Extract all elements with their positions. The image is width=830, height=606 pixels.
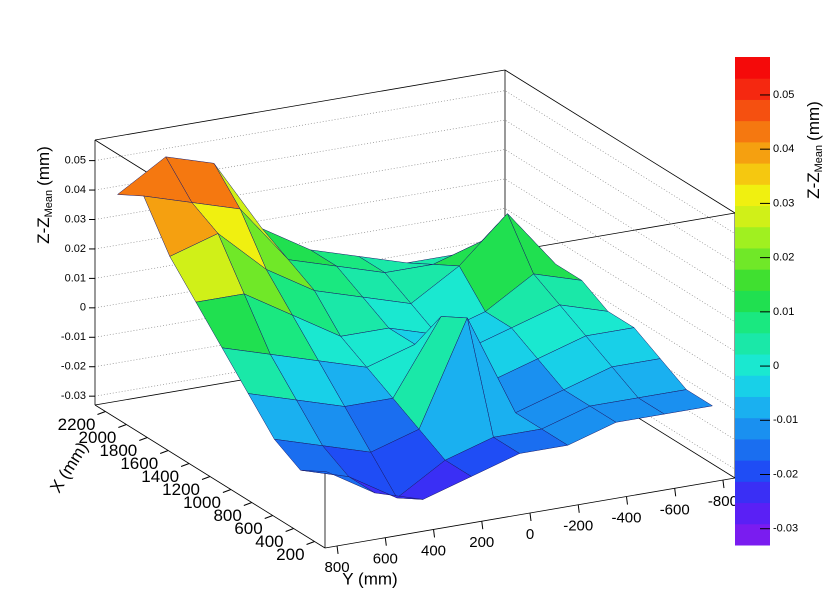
x-tick [222, 489, 232, 493]
surface-cell [300, 469, 375, 494]
y-axis-title: Y (mm) [342, 569, 397, 588]
axes: -0.03-0.02-0.0100.010.020.030.040.052004… [58, 155, 738, 576]
y-tick-label: -600 [660, 501, 690, 518]
colorbar-band [735, 269, 770, 291]
colorbar-tick-label: 0.01 [773, 306, 794, 318]
x-tick-label: 1800 [99, 441, 137, 460]
z-tick-label: 0.03 [65, 213, 86, 225]
colorbar-title: Z-ZMean(mm) [804, 101, 824, 199]
x-tick [180, 463, 190, 467]
colorbar-band [735, 290, 770, 313]
colorbar-band [735, 141, 770, 164]
grid-line [94, 90, 736, 234]
x-tick-label: 1200 [162, 480, 200, 499]
colorbar-band [735, 332, 770, 355]
colorbar-tick-label: -0.01 [773, 414, 798, 426]
x-tick [264, 515, 273, 519]
z-tick-label: -0.03 [61, 390, 86, 402]
x-tick-label: 2000 [79, 428, 117, 447]
colorbar-band [735, 57, 770, 79]
x-tick [97, 411, 106, 415]
z-tick-label: 0.04 [65, 184, 86, 196]
grid-line [94, 119, 736, 264]
x-tick-label: 1600 [120, 454, 158, 473]
colorbar-tick-label: 0.03 [773, 197, 794, 209]
colorbar-band [735, 396, 770, 419]
x-tick [243, 502, 252, 506]
y-tick [529, 512, 532, 522]
y-tick-label: -800 [708, 493, 738, 510]
z-tick-label: 0.05 [65, 155, 86, 167]
z-tick-label: 0.02 [65, 243, 86, 255]
colorbar-band [735, 78, 770, 100]
x-tick [118, 424, 127, 428]
colorbar-band [735, 99, 770, 122]
x-tick-label: 200 [276, 545, 304, 564]
y-tick [336, 545, 339, 555]
y-tick-label: 200 [469, 534, 494, 551]
surface [116, 156, 714, 500]
z-tick-label: 0.01 [65, 272, 86, 284]
y-tick [481, 521, 484, 530]
y-tick [577, 504, 580, 513]
colorbar-band [735, 163, 770, 185]
x-tick-label: 800 [213, 506, 241, 525]
colorbar-band [735, 311, 770, 334]
y-tick [674, 488, 677, 497]
colorbar-tick-label: -0.03 [773, 523, 798, 535]
colorbar-band [735, 354, 770, 376]
y-tick-label: 0 [526, 526, 534, 543]
colorbar-band [735, 205, 770, 228]
x-tick [160, 450, 169, 454]
colorbar-band [735, 502, 770, 525]
y-tick [625, 496, 628, 505]
x-tick-label: 600 [234, 519, 262, 538]
colorbar-tick-label: 0.04 [773, 143, 794, 155]
y-tick-label: 600 [373, 551, 398, 568]
x-tick [306, 541, 315, 545]
x-tick [201, 476, 211, 480]
colorbar-tick-label: 0.02 [773, 252, 794, 264]
colorbar-band [735, 247, 770, 270]
colorbar-tick-label: 0 [773, 360, 779, 372]
x-tick-label: 2200 [58, 415, 96, 434]
colorbar-band [735, 120, 770, 143]
x-axis-title: X (mm) [46, 439, 92, 496]
colorbar-band [735, 226, 770, 249]
x-tick [139, 437, 148, 441]
x-tick [285, 528, 294, 532]
y-tick-label: -200 [563, 518, 593, 535]
colorbar-band [735, 184, 770, 207]
y-tick-label: -400 [611, 509, 641, 526]
colorbar: -0.03 -0.02 -0.01 0 0.01 0.02 0.03 0.04 0.05 [735, 57, 798, 546]
colorbar-band [735, 375, 770, 397]
y-tick [433, 529, 436, 538]
y-tick-label: 800 [325, 559, 350, 576]
colorbar-band [735, 417, 770, 440]
colorbar-band [735, 438, 770, 461]
z-tick-label: 0 [80, 302, 86, 314]
y-tick [384, 537, 387, 546]
colorbar-band [735, 460, 770, 482]
colorbar-band [735, 523, 770, 546]
z-axis-title: Z-ZMean(mm) [34, 146, 54, 244]
colorbar-tick-label: 0.05 [773, 89, 794, 101]
y-tick [722, 479, 725, 489]
colorbar-tick-label: -0.02 [773, 468, 798, 480]
z-tick-label: -0.02 [61, 361, 86, 373]
x-tick-label: 1400 [141, 467, 179, 486]
y-tick-label: 400 [421, 542, 446, 559]
colorbar-band [735, 481, 770, 504]
z-tick-label: -0.01 [61, 331, 86, 343]
x-tick-label: 1000 [183, 493, 221, 512]
x-tick-label: 400 [255, 532, 283, 551]
grid-line [94, 325, 736, 470]
